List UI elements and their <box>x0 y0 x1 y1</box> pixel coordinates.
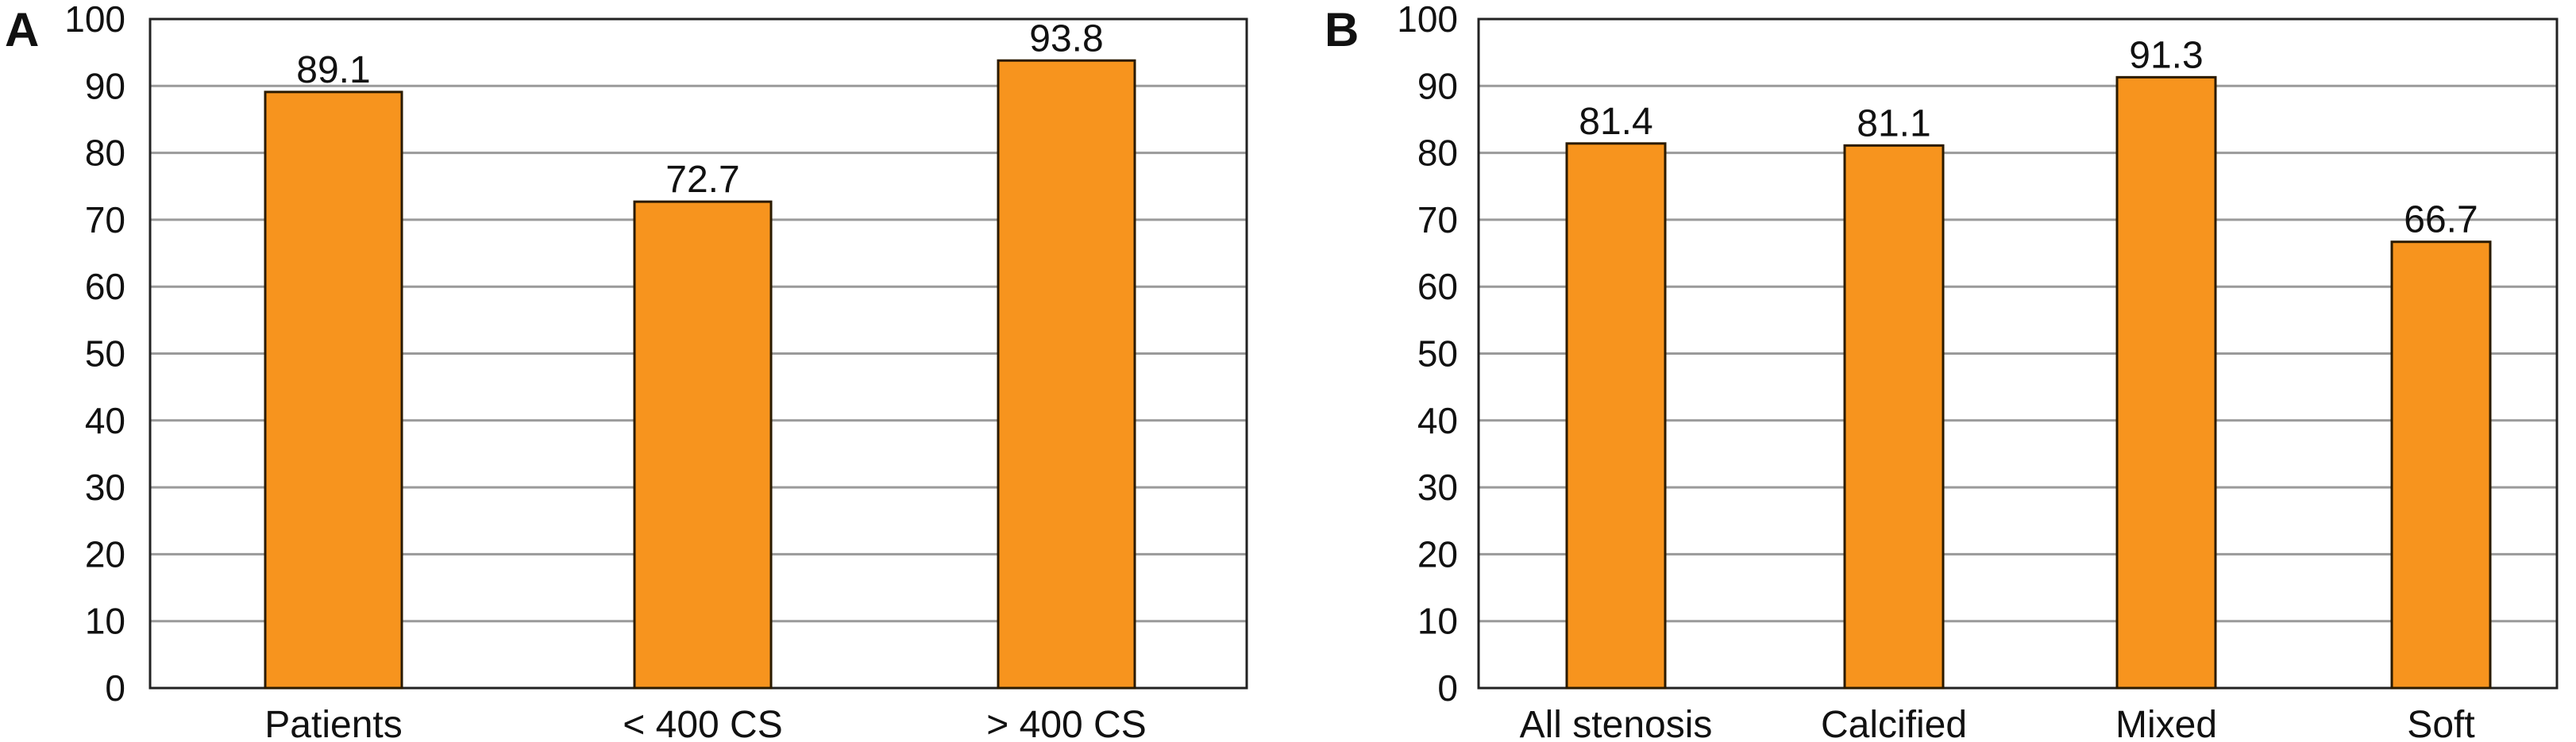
data-label: 66.7 <box>2404 199 2478 241</box>
category-label: Patients <box>264 704 402 742</box>
y-tick-label: 40 <box>1417 400 1458 441</box>
bar <box>633 200 773 690</box>
chart-panel-b: B 0 10 20 30 40 50 60 70 80 90 100 81.4 All stenosis 8… <box>1325 0 2559 742</box>
data-label: 81.4 <box>1579 101 1652 143</box>
data-label: 91.3 <box>2129 34 2203 76</box>
y-tick-label: 50 <box>1417 333 1458 375</box>
y-tick-label: 70 <box>85 199 125 240</box>
y-tick-label: 0 <box>105 667 125 709</box>
bar <box>1565 142 1667 690</box>
y-tick-label: 40 <box>85 400 125 441</box>
category-label: > 400 CS <box>986 704 1146 742</box>
category-label: Calcified <box>1821 704 1967 742</box>
bar <box>997 59 1136 690</box>
bar <box>2390 240 2492 690</box>
y-tick-label: 50 <box>85 333 125 375</box>
data-label: 93.8 <box>1029 17 1103 60</box>
category-label: < 400 CS <box>623 704 782 742</box>
bar <box>2115 75 2217 690</box>
panel-letter: B <box>1325 3 1359 56</box>
y-tick-label: 30 <box>85 467 125 508</box>
y-tick-label: 60 <box>1417 266 1458 307</box>
plot-frame <box>1477 17 2559 690</box>
y-tick-label: 10 <box>85 601 125 642</box>
category-label: Soft <box>2407 704 2474 742</box>
data-label: 89.1 <box>296 49 370 91</box>
y-tick-label: 0 <box>1437 667 1458 709</box>
y-tick-label: 90 <box>85 65 125 106</box>
y-tick-label: 30 <box>1417 467 1458 508</box>
panel-letter: A <box>5 3 39 56</box>
category-label: All stenosis <box>1520 704 1713 742</box>
y-tick-label: 70 <box>1417 199 1458 240</box>
y-tick-label: 60 <box>85 266 125 307</box>
y-tick-label: 100 <box>1397 0 1458 40</box>
y-tick-label: 80 <box>85 133 125 174</box>
data-label: 72.7 <box>665 159 739 201</box>
chart-panel-a: A 0 10 20 30 40 50 60 70 80 90 100 89.1 Patients 72.7 <… <box>5 0 1248 742</box>
bar <box>264 90 403 690</box>
y-tick-label: 80 <box>1417 133 1458 174</box>
bar <box>1843 144 1945 690</box>
y-tick-label: 100 <box>64 0 125 40</box>
category-label: Mixed <box>2115 704 2217 742</box>
y-tick-label: 20 <box>1417 533 1458 575</box>
y-tick-label: 10 <box>1417 601 1458 642</box>
data-label: 81.1 <box>1857 102 1930 144</box>
y-tick-label: 90 <box>1417 65 1458 106</box>
y-tick-label: 20 <box>85 533 125 575</box>
